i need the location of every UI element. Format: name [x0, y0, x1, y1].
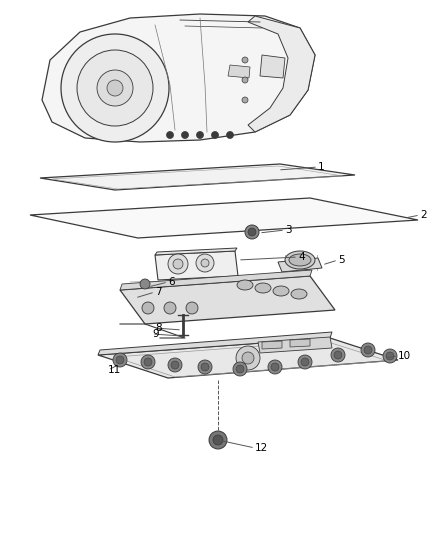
Ellipse shape: [334, 351, 342, 359]
Polygon shape: [40, 164, 355, 190]
Ellipse shape: [198, 360, 212, 374]
Polygon shape: [228, 65, 250, 78]
Ellipse shape: [97, 70, 133, 106]
Ellipse shape: [196, 254, 214, 272]
Ellipse shape: [242, 352, 254, 364]
Ellipse shape: [273, 286, 289, 296]
Text: 3: 3: [285, 225, 292, 235]
Polygon shape: [278, 258, 322, 272]
Text: 8: 8: [155, 323, 162, 333]
Ellipse shape: [140, 279, 150, 289]
Text: 12: 12: [255, 443, 268, 453]
Polygon shape: [155, 251, 238, 280]
Ellipse shape: [242, 77, 248, 83]
Ellipse shape: [233, 362, 247, 376]
Polygon shape: [258, 337, 332, 353]
Ellipse shape: [236, 346, 260, 370]
Ellipse shape: [285, 251, 315, 269]
Ellipse shape: [168, 254, 188, 274]
Ellipse shape: [255, 283, 271, 293]
Polygon shape: [262, 341, 282, 349]
Ellipse shape: [248, 228, 256, 236]
Polygon shape: [155, 248, 237, 255]
Ellipse shape: [237, 280, 253, 290]
Ellipse shape: [364, 346, 372, 354]
Ellipse shape: [116, 356, 124, 364]
Polygon shape: [120, 270, 312, 290]
Text: 5: 5: [338, 255, 345, 265]
Ellipse shape: [236, 365, 244, 373]
Ellipse shape: [383, 349, 397, 363]
Ellipse shape: [226, 132, 233, 139]
Ellipse shape: [298, 355, 312, 369]
Ellipse shape: [168, 358, 182, 372]
Ellipse shape: [289, 254, 311, 266]
Ellipse shape: [186, 302, 198, 314]
Ellipse shape: [209, 431, 227, 449]
Polygon shape: [30, 198, 418, 238]
Text: 11: 11: [108, 365, 121, 375]
Polygon shape: [260, 55, 285, 78]
Ellipse shape: [361, 343, 375, 357]
Text: 6: 6: [168, 277, 175, 287]
Ellipse shape: [213, 435, 223, 445]
Ellipse shape: [113, 353, 127, 367]
Ellipse shape: [242, 57, 248, 63]
Ellipse shape: [166, 132, 173, 139]
Text: 7: 7: [155, 287, 162, 297]
Ellipse shape: [171, 361, 179, 369]
Ellipse shape: [164, 302, 176, 314]
Polygon shape: [248, 16, 315, 132]
Polygon shape: [98, 332, 332, 355]
Ellipse shape: [212, 132, 219, 139]
Polygon shape: [98, 338, 398, 378]
Ellipse shape: [386, 352, 394, 360]
Text: 9: 9: [152, 329, 159, 339]
Ellipse shape: [268, 360, 282, 374]
Ellipse shape: [61, 34, 169, 142]
Ellipse shape: [142, 302, 154, 314]
Ellipse shape: [107, 80, 123, 96]
Text: 4: 4: [298, 252, 304, 262]
Ellipse shape: [197, 132, 204, 139]
Ellipse shape: [271, 363, 279, 371]
Ellipse shape: [201, 363, 209, 371]
Ellipse shape: [301, 358, 309, 366]
Ellipse shape: [331, 348, 345, 362]
Text: 10: 10: [398, 351, 411, 361]
Text: 2: 2: [420, 210, 427, 220]
Ellipse shape: [245, 225, 259, 239]
Ellipse shape: [242, 97, 248, 103]
Ellipse shape: [291, 289, 307, 299]
Ellipse shape: [141, 355, 155, 369]
Polygon shape: [290, 339, 310, 347]
Text: 1: 1: [318, 162, 325, 172]
Ellipse shape: [201, 259, 209, 267]
Polygon shape: [120, 276, 335, 324]
Ellipse shape: [144, 358, 152, 366]
Ellipse shape: [181, 132, 188, 139]
Ellipse shape: [173, 259, 183, 269]
Ellipse shape: [77, 50, 153, 126]
Polygon shape: [42, 14, 315, 142]
